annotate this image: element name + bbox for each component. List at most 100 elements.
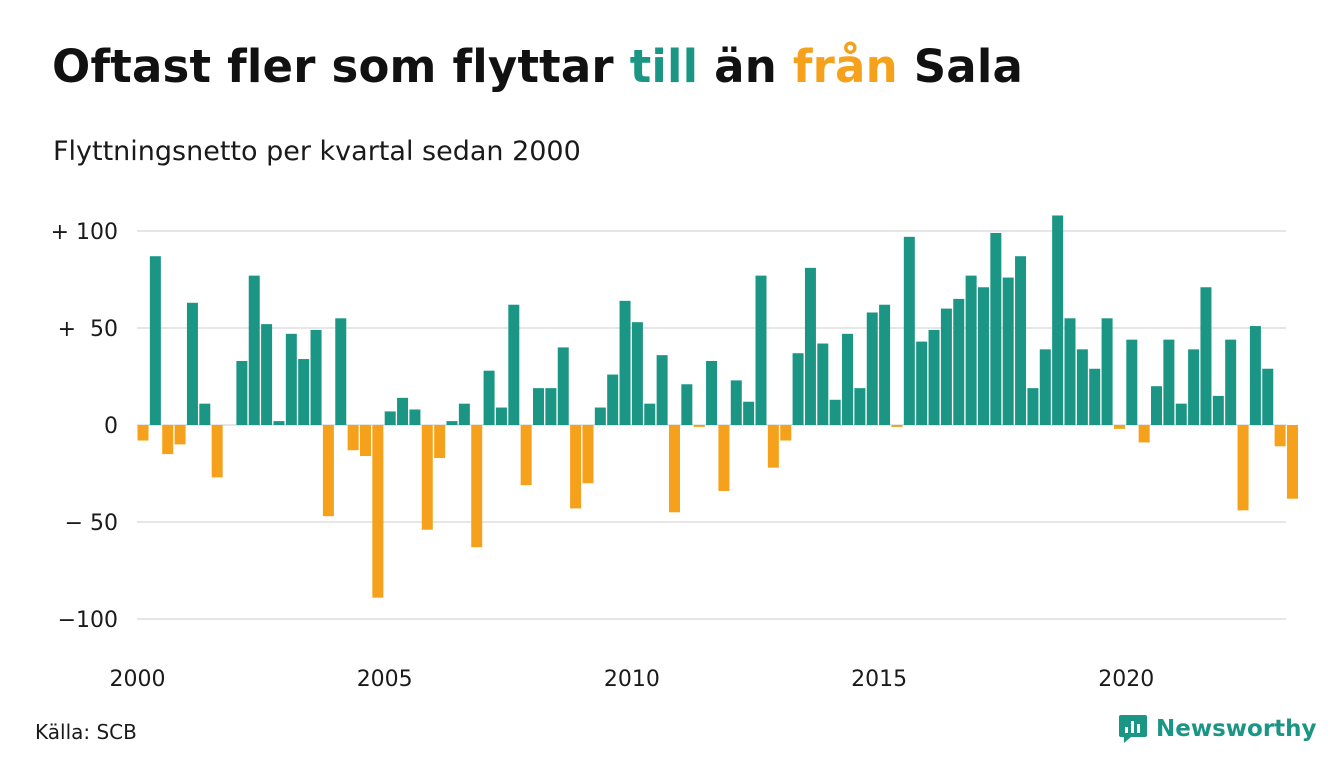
bar	[1163, 339, 1175, 425]
bar	[730, 380, 742, 425]
x-tick-label: 2000	[110, 667, 166, 692]
bar	[1052, 215, 1064, 425]
bar	[162, 425, 174, 455]
bar	[940, 308, 952, 425]
bar	[273, 421, 285, 425]
bar	[644, 403, 656, 425]
brand-name: Newsworthy	[1156, 716, 1317, 742]
bar	[495, 407, 507, 425]
bar	[1175, 403, 1187, 425]
bar	[434, 425, 446, 458]
bar	[248, 275, 260, 425]
bar	[903, 236, 915, 425]
bar	[211, 425, 223, 478]
bar	[1200, 287, 1212, 425]
chart-subtitle: Flyttningsnetto per kvartal sedan 2000	[53, 136, 581, 167]
bar	[1002, 277, 1014, 425]
bar	[1138, 425, 1150, 443]
bar	[236, 360, 248, 425]
y-tick-label: + 100	[51, 220, 118, 245]
bar	[1027, 388, 1039, 425]
bar	[384, 411, 396, 425]
bar	[557, 347, 569, 425]
bar	[1064, 318, 1076, 425]
x-tick-label: 2015	[851, 667, 907, 692]
bar	[149, 256, 161, 425]
bar	[767, 425, 779, 468]
bar	[137, 425, 149, 441]
bar	[631, 322, 643, 425]
bar	[965, 275, 977, 425]
bar	[879, 304, 891, 425]
bar	[594, 407, 606, 425]
bar	[1274, 425, 1286, 447]
bar	[668, 425, 680, 513]
bar	[718, 425, 730, 491]
newsworthy-logo-icon	[1119, 715, 1147, 743]
bars	[137, 215, 1298, 598]
bar	[1126, 339, 1138, 425]
bar	[990, 232, 1002, 425]
bar	[977, 287, 989, 425]
bar	[706, 360, 718, 425]
bar	[285, 333, 297, 425]
bar	[1237, 425, 1249, 511]
title-positive-word: till	[629, 40, 699, 93]
bar	[953, 298, 965, 425]
bar	[1151, 386, 1163, 425]
bar	[866, 312, 878, 425]
brand-logo: Newsworthy	[1118, 713, 1317, 745]
bar	[322, 425, 334, 517]
bar	[1249, 326, 1261, 425]
bar	[792, 353, 804, 425]
bar	[397, 397, 409, 425]
bar	[483, 370, 495, 425]
bar	[854, 388, 866, 425]
source-note: Källa: SCB	[35, 720, 137, 744]
bar	[545, 388, 557, 425]
bar	[508, 304, 520, 425]
bar	[829, 399, 841, 425]
bar	[186, 302, 198, 425]
title-part-3: Sala	[897, 40, 1024, 93]
bar	[743, 401, 755, 425]
x-tick-label: 2020	[1098, 667, 1154, 692]
bar	[656, 355, 668, 425]
title-part-1: Oftast fler som flyttar	[52, 40, 630, 93]
bar	[1188, 349, 1200, 425]
bar	[347, 425, 359, 451]
bar	[458, 403, 470, 425]
bar	[335, 318, 347, 425]
bar	[1076, 349, 1088, 425]
bar	[298, 359, 310, 425]
bar	[421, 425, 433, 530]
bar	[1262, 368, 1274, 425]
chart-title: Oftast fler som flyttar till än från Sal…	[52, 40, 1023, 93]
x-tick-label: 2010	[604, 667, 660, 692]
bar	[1212, 395, 1224, 425]
y-axis-ticks: + 100 + 50 0 − 50 −100	[51, 220, 118, 633]
bar	[582, 425, 594, 484]
bar	[817, 343, 829, 425]
bar	[261, 324, 273, 425]
bar	[1225, 339, 1237, 425]
bar	[1015, 256, 1027, 425]
title-part-2: än	[698, 40, 793, 93]
bar	[780, 425, 792, 441]
x-tick-label: 2005	[357, 667, 413, 692]
y-tick-label: + 50	[58, 317, 118, 342]
bar	[681, 384, 693, 425]
bar	[372, 425, 384, 598]
bar	[199, 403, 211, 425]
bar	[891, 425, 903, 427]
title-negative-word: från	[792, 40, 898, 93]
bar	[1113, 425, 1125, 429]
y-tick-label: −100	[58, 608, 118, 633]
bar	[174, 425, 186, 445]
bar	[842, 333, 854, 425]
bar	[446, 421, 458, 425]
bar	[619, 300, 631, 425]
bar	[359, 425, 371, 457]
bar	[409, 409, 421, 425]
